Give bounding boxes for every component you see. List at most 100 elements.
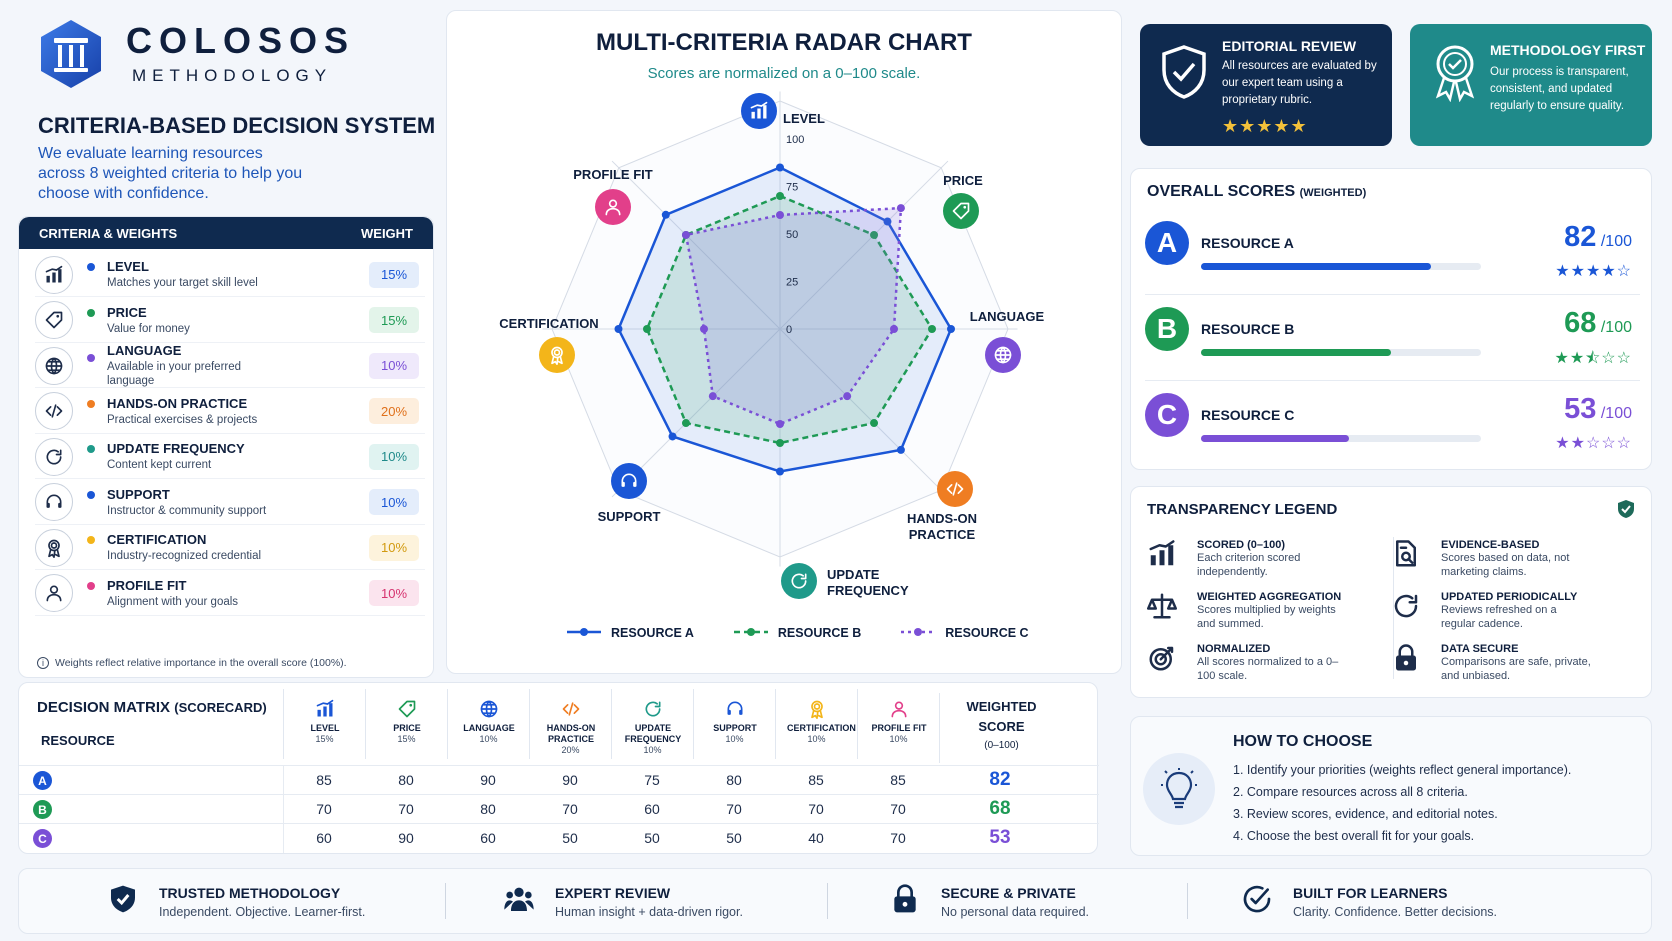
matrix-column-weight: 15% — [397, 734, 416, 744]
radar-series-resource-b — [645, 194, 934, 445]
matrix-cell: 40 — [808, 830, 824, 846]
radar-point — [883, 217, 892, 226]
matrix-cell: 60 — [480, 830, 496, 846]
criteria-text: SUPPORT Instructor & community support — [107, 487, 369, 518]
check-circle-icon — [1241, 883, 1273, 920]
pillar-hexagon-icon — [38, 18, 104, 95]
criteria-desc: Available in your preferred language — [107, 361, 242, 387]
score-number: 53 — [1564, 393, 1597, 425]
score-number: 68 — [1564, 307, 1597, 339]
matrix-column-header: LANGUAGE 10% — [447, 689, 529, 759]
resource-badge: B — [1145, 307, 1189, 351]
score-value: 82 /100 — [1564, 221, 1632, 254]
criteria-weights-panel: CRITERIA & WEIGHTS WEIGHT LEVEL Matches y… — [18, 216, 434, 678]
matrix-cell: 90 — [398, 830, 414, 846]
score-row: C RESOURCE C 53 /100 ★★☆☆☆ — [1145, 383, 1640, 467]
award-icon — [776, 689, 857, 719]
user-icon — [858, 689, 939, 719]
globe-icon — [985, 337, 1021, 373]
matrix-cell: 70 — [890, 830, 906, 846]
how-step: 4. Choose the best overall fit for your … — [1233, 829, 1475, 843]
refresh-icon — [612, 689, 693, 719]
matrix-row-divider — [283, 795, 284, 824]
criteria-row: SUPPORT Instructor & community support 10% — [35, 481, 425, 525]
matrix-column-weight: 20% — [561, 745, 580, 755]
criteria-row: UPDATE FREQUENCY Content kept current 10% — [35, 435, 425, 479]
radar-point — [681, 419, 690, 428]
editorial-review-text: All resources are evaluated by our exper… — [1222, 60, 1377, 106]
matrix-column-header: HANDS-ON PRACTICE 20% — [529, 689, 611, 759]
radar-point — [896, 445, 905, 454]
resource-badge: A — [33, 771, 52, 790]
star-rating: ★★★★☆ — [1555, 263, 1632, 280]
transparency-text: UPDATED PERIODICALLY Reviews refreshed on… — [1441, 591, 1591, 631]
score-progress-fill — [1201, 263, 1431, 270]
criteria-header-title: CRITERIA & WEIGHTS — [39, 225, 178, 241]
radar-point — [776, 192, 784, 200]
matrix-cell: 70 — [398, 801, 414, 817]
matrix-column-header: PROFILE FIT 10% — [857, 689, 939, 759]
overall-scores-panel: OVERALL SCORES (WEIGHTED) A RESOURCE A 82 … — [1130, 168, 1652, 470]
criteria-dot — [87, 581, 95, 590]
criteria-dot — [87, 490, 95, 499]
criteria-note-text: Weights reflect relative importance in t… — [55, 657, 347, 669]
weight-pill: 10% — [369, 443, 419, 470]
criteria-row: CERTIFICATION Industry-recognized credent… — [35, 526, 425, 570]
globe-icon — [35, 346, 73, 385]
radar-point — [843, 392, 852, 401]
score-value: 68 /100 — [1564, 307, 1632, 340]
resource-name: RESOURCE A — [1201, 235, 1294, 251]
user-icon — [35, 574, 73, 612]
criteria-dot — [87, 263, 95, 271]
criteria-desc: Value for money — [107, 322, 190, 335]
criteria-name: HANDS-ON PRACTICE — [107, 395, 248, 411]
matrix-cell: 90 — [562, 772, 578, 788]
criteria-row: LEVEL Matches your target skill level 15% — [35, 253, 425, 297]
shield-check-icon — [1617, 499, 1635, 524]
weight-pill: 10% — [369, 534, 419, 561]
footer-desc: Independent. Objective. Learner-first. — [159, 904, 366, 919]
how-to-choose-title: HOW TO CHOOSE — [1233, 733, 1373, 750]
weight-pill: 20% — [369, 398, 419, 424]
score-max: /100 — [1596, 319, 1632, 336]
radar-axis-label: PRICE — [943, 173, 983, 188]
resource-badge: B — [33, 800, 52, 819]
footer-desc: Clarity. Confidence. Better decisions. — [1293, 904, 1498, 919]
score-progress-track — [1201, 349, 1481, 356]
matrix-column-name: PRICE — [393, 723, 421, 733]
criteria-text: PRICE Value for money — [107, 305, 369, 336]
transparency-divider — [1393, 537, 1394, 679]
radar-point — [890, 325, 898, 333]
criteria-name: PROFILE FIT — [107, 577, 187, 593]
transparency-item: EVIDENCE-BASED Scores based on data, not … — [1391, 539, 1621, 579]
headset-icon — [35, 483, 73, 521]
criteria-name: SUPPORT — [107, 486, 170, 502]
lock-icon — [1391, 643, 1427, 683]
decision-matrix-qualifier: (SCORECARD) — [174, 700, 267, 715]
criteria-name: LANGUAGE — [107, 343, 182, 358]
footer-bar: TRUSTED METHODOLOGY Independent. Objectiv… — [18, 868, 1652, 934]
bar-chart-icon — [1147, 539, 1183, 579]
criteria-text: LANGUAGE Available in your preferred lang… — [107, 343, 369, 388]
radar-tick-label: 75 — [786, 182, 798, 194]
brand-subtitle: METHODOLOGY — [132, 66, 333, 85]
radar-axis-label: LEVEL — [783, 111, 825, 126]
matrix-cell: 80 — [726, 772, 742, 788]
transparency-name: DATA SECURE — [1441, 643, 1519, 655]
radar-point — [614, 325, 623, 333]
matrix-cell: 85 — [808, 772, 824, 788]
matrix-score-header: WEIGHTED SCORE (0–100) — [939, 693, 1063, 763]
editorial-review-card: EDITORIAL REVIEW All resources are evalu… — [1140, 24, 1392, 146]
matrix-column-name: LANGUAGE — [463, 723, 515, 733]
legend-swatch — [733, 626, 768, 640]
resource-badge: A — [1145, 221, 1189, 265]
matrix-cell: 50 — [562, 830, 578, 846]
radar-axis-label: UPDATE FREQUENCY — [827, 567, 909, 598]
footer-item: EXPERT REVIEW Human insight + data-driven… — [503, 883, 743, 920]
transparency-item: UPDATED PERIODICALLY Reviews refreshed on… — [1391, 591, 1621, 631]
matrix-cell: 70 — [316, 801, 332, 817]
price-tag-icon — [35, 301, 73, 339]
criteria-desc: Alignment with your goals — [107, 595, 239, 608]
radar-point — [776, 211, 784, 219]
overall-scores-heading: OVERALL SCORES — [1147, 183, 1296, 200]
